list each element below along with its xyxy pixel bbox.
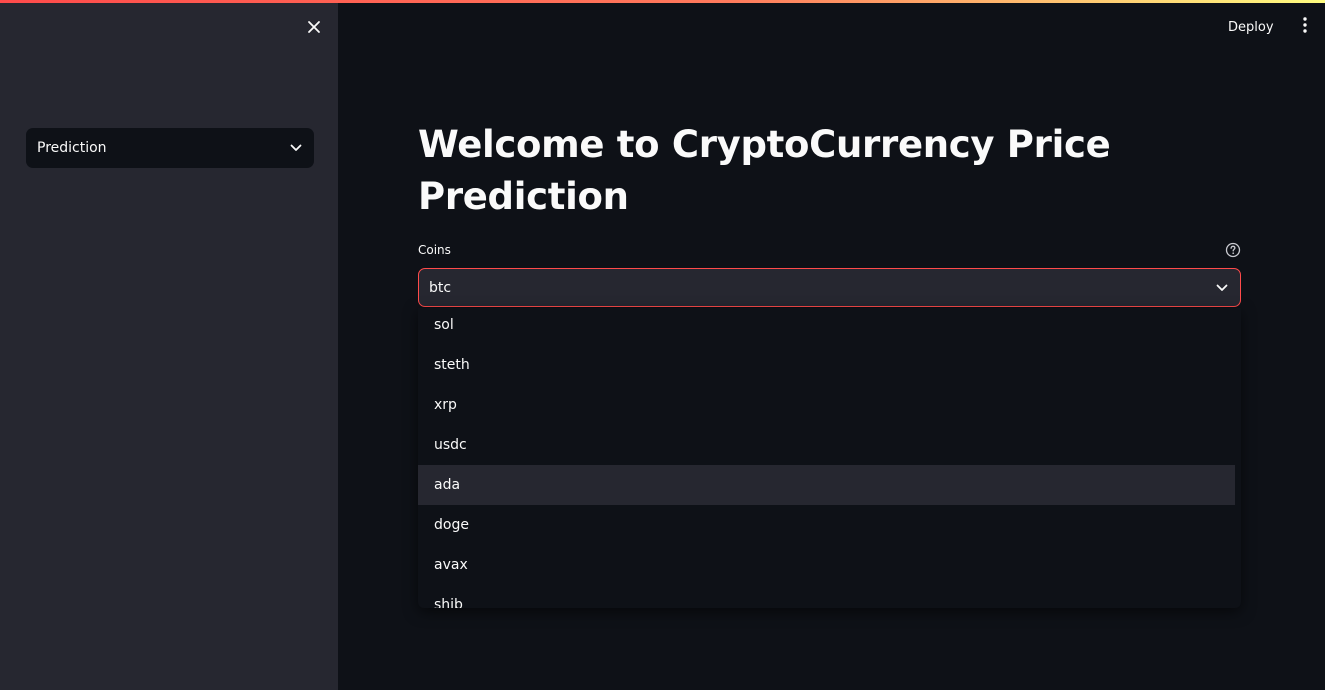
deploy-button[interactable]: Deploy [1228,19,1274,35]
page-nav-select[interactable]: Prediction [26,128,314,168]
chevron-down-icon [1216,284,1228,292]
dropdown-option-steth[interactable]: steth [434,357,470,373]
more-vertical-icon [1303,17,1307,37]
coins-select-value: btc [429,279,452,296]
dropdown-option-avax[interactable]: avax [434,557,468,573]
question-circle-icon [1225,242,1241,262]
dropdown-option-shib[interactable]: shib [434,597,463,608]
top-accent-bar [0,0,1325,3]
dropdown-option-xrp[interactable]: xrp [434,397,457,413]
dropdown-option-sol[interactable]: sol [434,317,454,333]
sidebar: Prediction [0,0,338,690]
close-icon [307,19,321,38]
coins-select[interactable]: btc [418,268,1241,307]
dropdown-option-ada[interactable]: ada [418,465,1235,505]
help-tooltip-trigger[interactable] [1224,242,1241,262]
dropdown-option-doge[interactable]: doge [434,517,469,533]
dropdown-option-usdc[interactable]: usdc [434,437,467,453]
coins-dropdown-options: sol steth xrp usdc ada doge avax shib [418,308,1235,608]
coins-label: Coins [418,243,451,257]
page-title: Welcome to CryptoCurrency Price Predicti… [418,123,1111,218]
chevron-down-icon [290,144,302,152]
main-menu-button[interactable] [1294,15,1316,39]
page-nav-select-value: Prediction [37,140,107,156]
coins-dropdown-list[interactable]: sol steth xrp usdc ada doge avax shib [418,308,1241,608]
close-sidebar-button[interactable] [301,15,327,41]
